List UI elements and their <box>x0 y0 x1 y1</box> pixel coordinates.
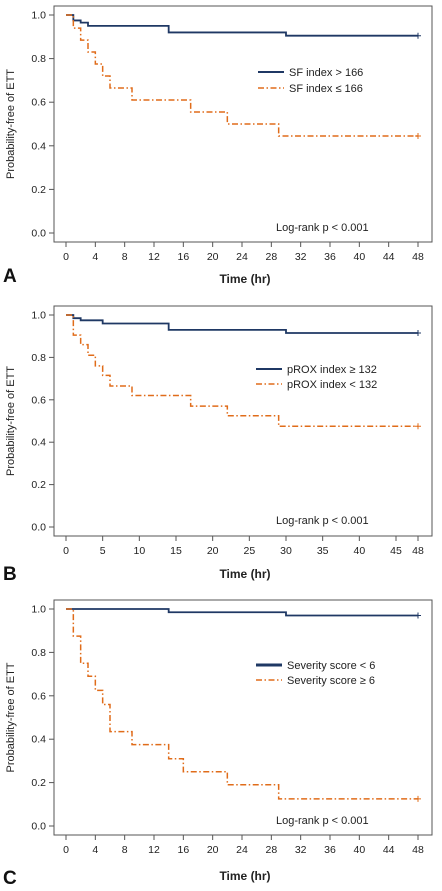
x-tick-label: 20 <box>207 844 219 856</box>
logrank-annotation: Log-rank p < 0.001 <box>276 222 369 234</box>
panel-letter: C <box>3 868 17 889</box>
x-tick-label: 20 <box>207 545 219 557</box>
y-tick-label: 0.4 <box>31 140 46 152</box>
series-line-low <box>66 14 418 137</box>
x-tick-label: 28 <box>265 844 277 856</box>
plot-frame <box>53 305 433 537</box>
censor-mark <box>415 795 421 802</box>
y-tick-label: 1.0 <box>31 310 46 322</box>
x-tick-label: 20 <box>207 251 219 263</box>
y-tick-label: 0.4 <box>31 437 46 449</box>
x-tick-label: 15 <box>170 545 182 557</box>
x-axis-title: Time (hr) <box>219 567 270 581</box>
censor-mark <box>415 32 421 39</box>
y-tick-label: 0.6 <box>31 394 46 406</box>
y-tick-label: 1.0 <box>31 10 46 22</box>
censor-mark <box>415 132 421 139</box>
x-tick-label: 48 <box>412 545 424 557</box>
series-line-low <box>66 608 418 800</box>
y-tick-label: 0.8 <box>31 647 46 659</box>
y-tick-label: 0.0 <box>31 522 46 534</box>
x-tick-label: 8 <box>122 251 128 263</box>
x-tick-label: 0 <box>63 545 69 557</box>
panel-letter: A <box>3 266 17 287</box>
series-line-high <box>66 314 418 334</box>
x-tick-label: 45 <box>390 545 402 557</box>
legend-label: pROX index < 132 <box>287 379 377 391</box>
y-tick-label: 1.0 <box>31 604 46 616</box>
x-tick-label: 48 <box>412 844 424 856</box>
series-line-high <box>66 608 418 617</box>
x-tick-label: 0 <box>63 251 69 263</box>
y-axis-title: Probability-free of ETT <box>5 662 17 772</box>
x-axis-title: Time (hr) <box>219 272 270 286</box>
y-axis-title: Probability-free of ETT <box>5 366 17 476</box>
censor-mark <box>415 612 421 619</box>
km-panel-c: 0.00.20.40.60.81.00 4 8 12 16 20 24 28 32 36 40 44 4… <box>3 599 433 889</box>
y-tick-label: 0.6 <box>31 97 46 109</box>
x-tick-label: 24 <box>236 844 248 856</box>
x-tick-label: 4 <box>92 844 98 856</box>
x-tick-label: 32 <box>295 251 307 263</box>
x-tick-label: 48 <box>412 251 424 263</box>
x-tick-label: 4 <box>92 251 98 263</box>
x-tick-label: 10 <box>133 545 145 557</box>
legend-label: Severity score < 6 <box>287 660 375 672</box>
y-tick-label: 0.2 <box>31 184 46 196</box>
censor-mark <box>415 423 421 430</box>
x-axis-title: Time (hr) <box>219 869 270 883</box>
x-tick-label: 16 <box>177 844 189 856</box>
x-tick-label: 0 <box>63 844 69 856</box>
legend-label: pROX index ≥ 132 <box>287 364 377 376</box>
x-tick-label: 16 <box>177 251 189 263</box>
x-tick-label: 44 <box>383 844 395 856</box>
x-tick-label: 12 <box>148 844 160 856</box>
legend-label: SF index ≤ 166 <box>289 83 363 95</box>
y-tick-label: 0.8 <box>31 352 46 364</box>
logrank-annotation: Log-rank p < 0.001 <box>276 815 369 827</box>
y-tick-label: 0.0 <box>31 228 46 240</box>
x-tick-label: 35 <box>317 545 329 557</box>
y-axis-title: Probability-free of ETT <box>5 69 17 179</box>
y-tick-label: 0.6 <box>31 690 46 702</box>
y-tick-label: 0.2 <box>31 479 46 491</box>
x-tick-label: 24 <box>236 251 248 263</box>
x-tick-label: 40 <box>353 545 365 557</box>
logrank-annotation: Log-rank p < 0.001 <box>276 515 369 527</box>
x-tick-label: 28 <box>265 251 277 263</box>
x-tick-label: 36 <box>324 251 336 263</box>
series-line-high <box>66 14 418 37</box>
x-tick-label: 12 <box>148 251 160 263</box>
x-tick-label: 32 <box>295 844 307 856</box>
x-tick-label: 44 <box>383 251 395 263</box>
km-panel-b: 0.0 0.2 0.4 0.6 0.8 1.0 0 5 10 15 20 25 30 35 40 45 48 Pr… <box>3 305 433 585</box>
y-tick-label: 0.4 <box>31 734 46 746</box>
x-tick-label: 40 <box>353 251 365 263</box>
x-tick-label: 30 <box>280 545 292 557</box>
km-panel-a: 0.00.20.40.60.81.00 4 8 12 16 20 24 28 32 36 40 44 4… <box>3 5 433 287</box>
panel-letter: B <box>3 564 17 585</box>
legend-label: Severity score ≥ 6 <box>287 675 375 687</box>
x-tick-label: 5 <box>100 545 106 557</box>
x-tick-label: 8 <box>122 844 128 856</box>
legend-label: SF index > 166 <box>289 67 363 79</box>
series-line-low <box>66 314 418 428</box>
y-tick-label: 0.8 <box>31 53 46 65</box>
plot-frame <box>53 5 433 243</box>
plot-frame <box>53 599 433 836</box>
x-tick-label: 25 <box>243 545 255 557</box>
x-tick-label: 36 <box>324 844 336 856</box>
x-tick-label: 40 <box>353 844 365 856</box>
censor-mark <box>415 330 421 337</box>
y-tick-label: 0.2 <box>31 777 46 789</box>
y-tick-label: 0.0 <box>31 821 46 833</box>
